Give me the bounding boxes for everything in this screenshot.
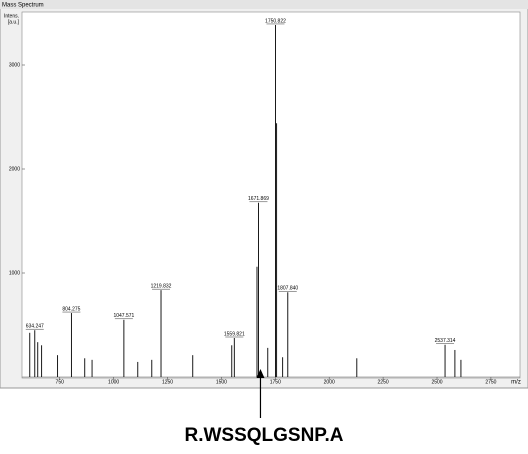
x-tick-label: 2000 bbox=[324, 379, 335, 385]
peak-label: 1750.822 bbox=[265, 18, 286, 24]
peak-label: 1671.869 bbox=[248, 196, 269, 202]
x-tick-label: 2500 bbox=[431, 379, 442, 385]
annotation-arrowhead bbox=[256, 369, 265, 378]
peak-label: 804.275 bbox=[62, 306, 80, 312]
x-tick-label: 2250 bbox=[378, 379, 389, 385]
peak-label: 634.247 bbox=[26, 324, 44, 330]
x-tick-label: 1000 bbox=[108, 379, 119, 385]
annotation: R.WSSQLGSNP.A bbox=[184, 425, 343, 446]
x-axis-label: m/z bbox=[511, 380, 521, 386]
y-axis-label: [a.u.] bbox=[8, 19, 20, 25]
x-tick-label: 1750 bbox=[270, 379, 281, 385]
peak-label: 1047.571 bbox=[113, 313, 134, 319]
y-axis-label: Intens. bbox=[4, 13, 19, 19]
peak-label: 2537.314 bbox=[435, 338, 456, 344]
window-title: Mass Spectrum bbox=[2, 3, 44, 9]
y-tick-label: 3000 bbox=[9, 62, 20, 68]
x-tick-label: 1500 bbox=[216, 379, 227, 385]
plot-area bbox=[21, 11, 521, 379]
x-tick-label: 2750 bbox=[485, 379, 496, 385]
x-tick-label: 1250 bbox=[162, 379, 173, 385]
title-bar bbox=[0, 0, 528, 9]
peak-label: 1807.840 bbox=[277, 286, 298, 292]
peak-label: 1219.832 bbox=[151, 283, 172, 289]
x-tick-label: 750 bbox=[56, 379, 65, 385]
peak-label: 1559.821 bbox=[224, 331, 245, 337]
y-tick-label: 1000 bbox=[9, 270, 20, 276]
y-tick-label: 2000 bbox=[9, 166, 20, 172]
